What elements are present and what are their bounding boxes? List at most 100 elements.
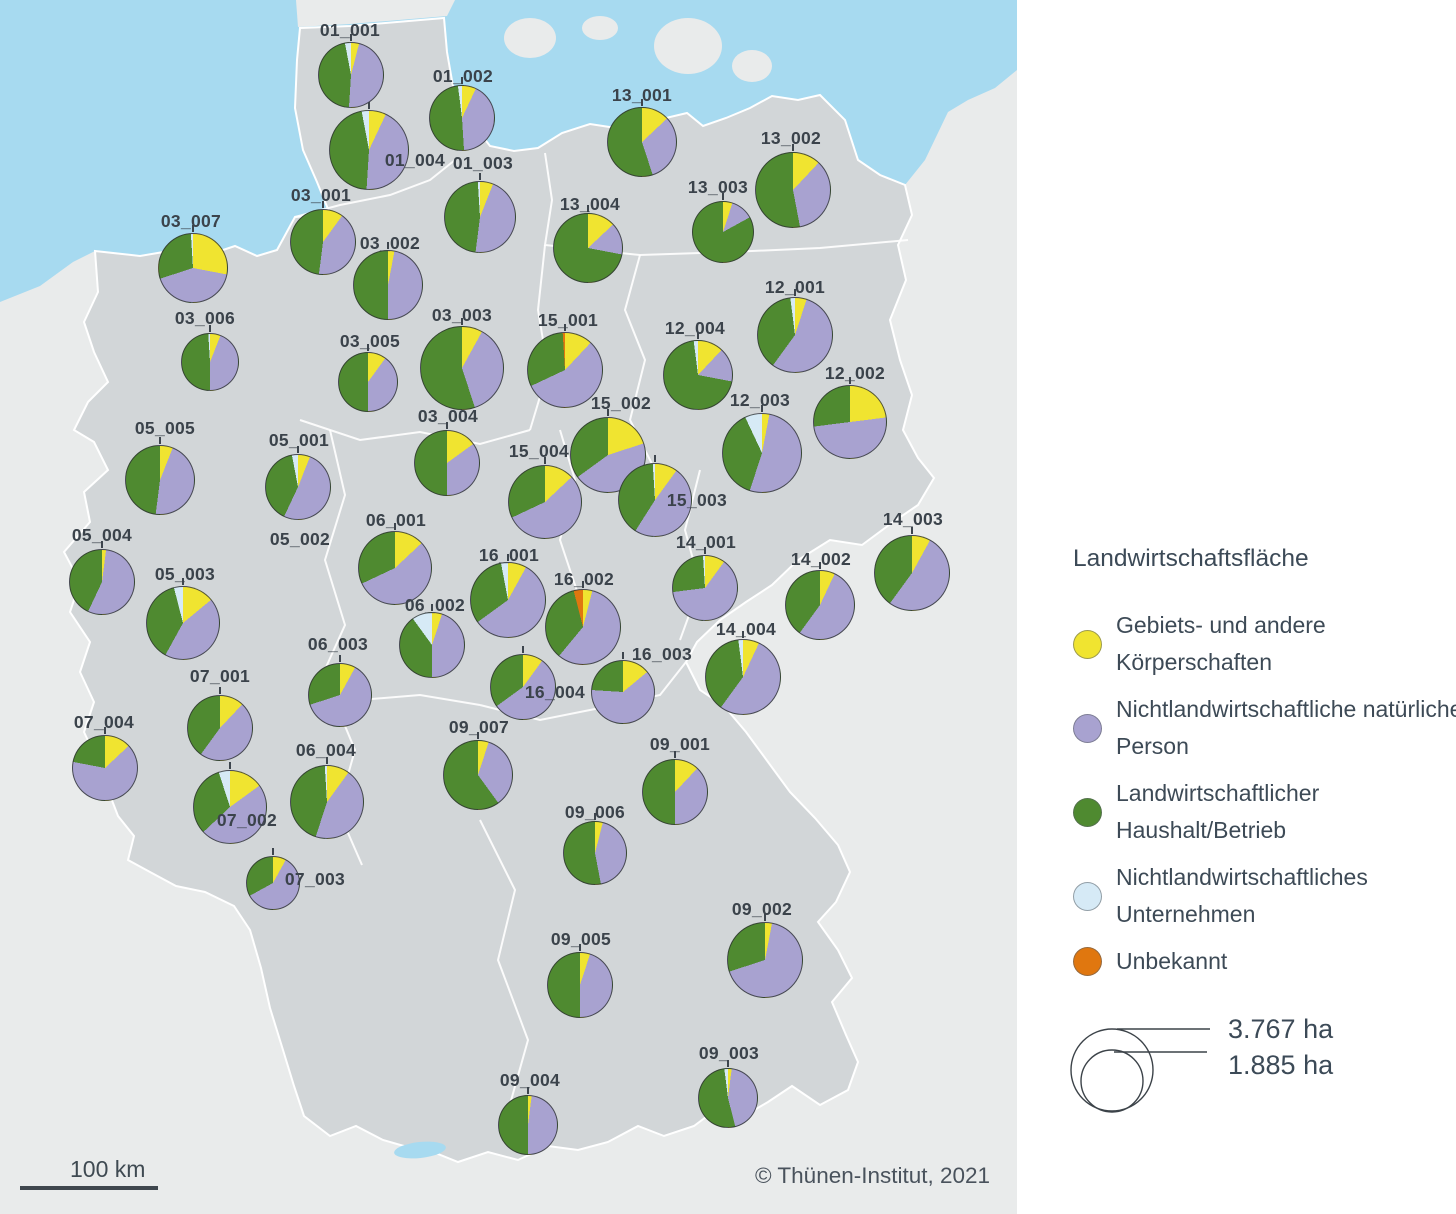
pie-06_003 (308, 663, 372, 727)
legend-list: Gebiets- und andere Körperschaften Nicht… (1073, 607, 1456, 980)
pie-14_003 (874, 535, 950, 611)
pie-label-09_002: 09_002 (731, 899, 793, 919)
label-tick (272, 848, 274, 855)
pie-label-07_001: 07_001 (189, 666, 251, 686)
pie-label-07_002: 07_002 (216, 810, 278, 830)
pie-label-06_004: 06_004 (295, 740, 357, 760)
pie-label-12_001: 12_001 (764, 277, 826, 297)
yellow-dot-icon (1073, 629, 1102, 659)
pie-label-09_006: 09_006 (564, 802, 626, 822)
pie-07_004 (72, 735, 138, 801)
label-tick (326, 757, 328, 764)
label-tick (674, 751, 676, 758)
pie-15_003 (618, 463, 692, 537)
label-tick (350, 34, 352, 41)
pie-label-01_004: 01_004 (384, 150, 446, 170)
pie-01_001 (318, 42, 384, 108)
pie-16_001 (470, 562, 546, 638)
label-tick (104, 727, 106, 734)
legend-item-unbekannt: Unbekannt (1073, 943, 1456, 980)
label-tick (794, 289, 796, 296)
pie-label-05_004: 05_004 (71, 525, 133, 545)
pie-label-12_004: 12_004 (664, 318, 726, 338)
legend-item-label: Nichtlandwirtschaftliche natürliche Pers… (1116, 696, 1456, 759)
label-tick (461, 318, 463, 325)
label-tick (192, 225, 194, 232)
pie-label-07_004: 07_004 (73, 712, 135, 732)
pie-label-03_007: 03_007 (160, 211, 222, 231)
pie-16_003 (591, 660, 655, 724)
pie-label-07_003: 07_003 (284, 869, 346, 889)
label-tick (579, 944, 581, 951)
pie-label-06_001: 06_001 (365, 510, 427, 530)
pie-07_001 (187, 695, 253, 761)
pie-05_005 (125, 445, 195, 515)
pie-label-13_002: 13_002 (760, 128, 822, 148)
label-tick (641, 99, 643, 106)
pie-label-09_005: 09_005 (550, 929, 612, 949)
pie-03_002 (353, 250, 423, 320)
pie-chart-layer: 01_001 01_002 01_003 01_004 13_001 13_002 13_0… (69, 20, 950, 1155)
label-tick (477, 732, 479, 739)
label-tick (764, 914, 766, 921)
pie-09_002 (727, 922, 803, 998)
scalebar (20, 1186, 158, 1190)
pie-label-03_004: 03_004 (417, 406, 479, 426)
pie-label-16_002: 16_002 (553, 569, 615, 589)
label-tick (622, 652, 624, 659)
pie-07_002 (193, 770, 267, 844)
label-tick (522, 646, 524, 653)
pie-13_001 (607, 107, 677, 177)
label-tick (582, 581, 584, 588)
pie-label-15_002: 15_002 (590, 393, 652, 413)
pie-14_002 (785, 570, 855, 640)
label-tick (507, 554, 509, 561)
pie-03_006 (181, 333, 239, 391)
label-tick (587, 205, 589, 212)
pie-label-14_004: 14_004 (715, 619, 777, 639)
pie-label-09_004: 09_004 (499, 1070, 561, 1090)
green-dot-icon (1073, 797, 1102, 827)
label-tick (297, 446, 299, 453)
pie-label-13_003: 13_003 (687, 177, 749, 197)
pie-14_004 (705, 639, 781, 715)
label-tick (367, 344, 369, 351)
label-tick (101, 541, 103, 548)
pie-03_004 (414, 430, 480, 496)
label-tick (727, 1060, 729, 1067)
label-tick (792, 144, 794, 151)
pie-16_004 (490, 654, 556, 720)
pie-01_003 (444, 181, 516, 253)
label-tick (594, 813, 596, 820)
pie-05_004 (69, 549, 135, 615)
pie-label-06_002: 06_002 (404, 595, 466, 615)
pie-label-05_002: 05_002 (269, 529, 331, 549)
pie-15_004 (508, 465, 582, 539)
label-tick (209, 325, 211, 332)
label-tick (339, 655, 341, 662)
pie-01_002 (429, 85, 495, 151)
pie-label-03_005: 03_005 (339, 331, 401, 351)
pie-label-15_001: 15_001 (537, 310, 599, 330)
size-legend-value-small: 1.885 ha (1228, 1050, 1334, 1080)
pie-05_001 (265, 454, 331, 520)
pie-label-14_002: 14_002 (790, 549, 852, 569)
orange-dot-icon (1073, 947, 1102, 976)
pie-01_004 (329, 110, 409, 190)
label-tick (446, 422, 448, 429)
label-tick (761, 405, 763, 412)
label-tick (479, 173, 481, 180)
pie-05_003 (146, 586, 220, 660)
legend-title: Landwirtschaftsfläche (1073, 545, 1309, 572)
label-tick (322, 201, 324, 208)
pie-label-13_004: 13_004 (559, 194, 621, 214)
label-tick (704, 547, 706, 554)
pie-label-15_004: 15_004 (508, 441, 570, 461)
pie-09_005 (547, 952, 613, 1018)
label-tick (229, 762, 231, 769)
pie-label-05_001: 05_001 (268, 430, 330, 450)
pie-label-16_004: 16_004 (524, 682, 586, 702)
pie-12_001 (757, 297, 833, 373)
pie-13_002 (755, 152, 831, 228)
size-legend-circles (1070, 1028, 1210, 1113)
